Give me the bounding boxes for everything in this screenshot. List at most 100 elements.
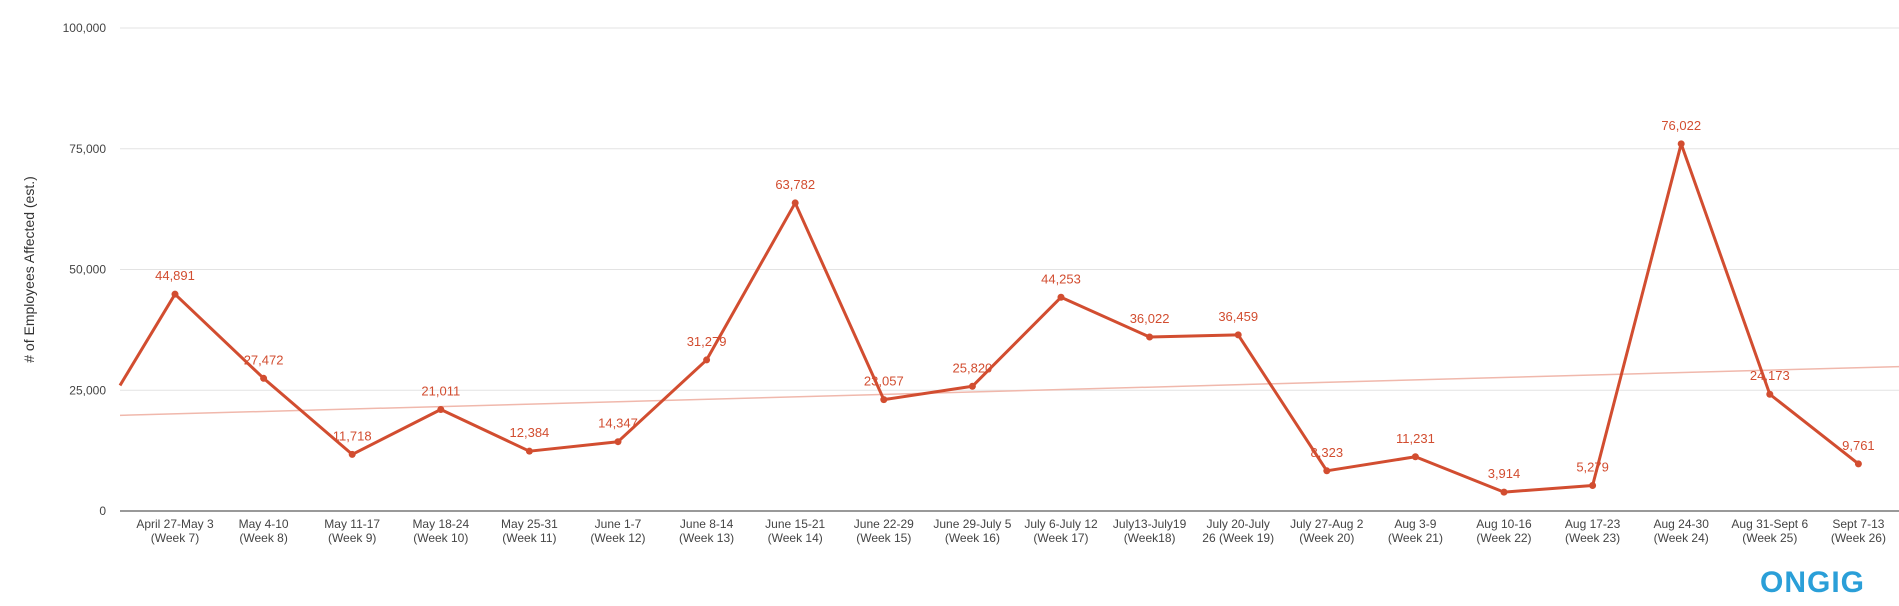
- series-line: [118, 140, 1862, 496]
- data-label: 25,820: [953, 360, 993, 375]
- trendline: [119, 365, 1899, 417]
- x-tick-label-line: (Week 21): [1388, 531, 1443, 545]
- x-tick-label-line: Aug 3-9: [1394, 517, 1436, 531]
- data-label: 24,173: [1750, 368, 1790, 383]
- x-tick-label-line: (Week 24): [1654, 531, 1709, 545]
- x-tick-label-line: (Week 9): [328, 531, 376, 545]
- data-label: 3,914: [1488, 466, 1521, 481]
- data-label: 63,782: [775, 177, 815, 192]
- x-tick-label-line: June 22-29: [854, 517, 914, 531]
- data-point: [1766, 390, 1774, 398]
- x-tick-label-line: May 18-24: [412, 517, 469, 531]
- data-label: 27,472: [244, 352, 284, 367]
- data-point: [437, 406, 445, 414]
- x-tick-label-line: (Week 11): [502, 531, 556, 545]
- data-point: [1146, 333, 1154, 341]
- x-tick-label: Aug 10-16(Week 22): [1476, 517, 1532, 545]
- x-tick-label-line: Aug 17-23: [1565, 517, 1621, 531]
- data-point: [1411, 453, 1419, 461]
- data-labels: 44,891 27,472 11,718 21,011 12,384 14,347 31,2…: [155, 118, 1875, 481]
- x-tick-label-line: 26 (Week 19): [1202, 531, 1274, 545]
- x-tick-label: May 18-24(Week 10): [412, 517, 469, 545]
- data-label: 21,011: [421, 384, 460, 399]
- x-tick-label-line: June 29-July 5: [933, 517, 1011, 531]
- x-tick-label: Aug 24-30(Week 24): [1654, 517, 1710, 545]
- x-tick-label-line: (Week 15): [856, 531, 911, 545]
- x-tick-label-line: June 8-14: [680, 517, 734, 531]
- data-label: 76,022: [1661, 118, 1701, 133]
- y-tick-label: 75,000: [69, 142, 106, 156]
- y-tick-label: 50,000: [69, 263, 106, 277]
- x-tick-label-line: (Week 13): [679, 531, 734, 545]
- data-point: [1234, 331, 1242, 339]
- x-tick-label: Aug 31-Sept 6(Week 25): [1731, 517, 1808, 545]
- x-tick-label-line: (Week 20): [1299, 531, 1354, 545]
- data-point: [791, 199, 799, 207]
- data-label: 12,384: [510, 425, 550, 440]
- x-tick-label-line: (Week 8): [239, 531, 287, 545]
- x-tick-label-line: Aug 24-30: [1654, 517, 1710, 531]
- data-point: [171, 290, 179, 298]
- data-label: 11,718: [333, 428, 372, 443]
- x-tick-label: July 27-Aug 2(Week 20): [1290, 517, 1364, 545]
- data-point: [1854, 460, 1862, 468]
- x-tick-label-line: (Week18): [1124, 531, 1176, 545]
- x-axis-ticks: April 27-May 3(Week 7)May 4-10(Week 8)Ma…: [136, 517, 1886, 545]
- data-point: [703, 356, 711, 364]
- x-tick-label-line: June 1-7: [595, 517, 642, 531]
- x-tick-label: Aug 3-9(Week 21): [1388, 517, 1443, 545]
- x-tick-label: June 15-21(Week 14): [765, 517, 825, 545]
- x-tick-label-line: (Week 17): [1033, 531, 1088, 545]
- data-point: [1589, 482, 1597, 490]
- data-label: 14,347: [598, 416, 638, 431]
- x-tick-label: May 25-31(Week 11): [501, 517, 558, 545]
- data-point: [1057, 293, 1065, 301]
- data-label: 5,279: [1576, 460, 1609, 475]
- data-label: 8,323: [1311, 445, 1344, 460]
- data-label: 23,057: [864, 374, 904, 389]
- data-point: [348, 450, 356, 458]
- data-label: 44,253: [1041, 271, 1081, 286]
- x-tick-label-line: Sept 7-13: [1832, 517, 1884, 531]
- x-tick-label-line: (Week 12): [590, 531, 645, 545]
- x-tick-label-line: July 20-July: [1207, 517, 1270, 531]
- data-label: 36,459: [1218, 309, 1258, 324]
- x-tick-label-line: (Week 16): [945, 531, 1000, 545]
- x-tick-label-line: May 4-10: [239, 517, 289, 531]
- x-tick-label: May 4-10(Week 8): [239, 517, 289, 545]
- x-tick-label-line: (Week 23): [1565, 531, 1620, 545]
- data-label: 44,891: [155, 268, 195, 283]
- x-tick-label-line: (Week 10): [413, 531, 468, 545]
- x-tick-label: July 6-July 12(Week 17): [1024, 517, 1098, 545]
- data-point: [1323, 467, 1331, 475]
- x-tick-label: June 8-14(Week 13): [679, 517, 734, 545]
- x-tick-label-line: June 15-21: [765, 517, 825, 531]
- x-tick-label: Aug 17-23(Week 23): [1565, 517, 1621, 545]
- data-point: [1500, 488, 1508, 496]
- y-tick-label: 25,000: [69, 383, 106, 397]
- x-tick-label-line: May 25-31: [501, 517, 558, 531]
- data-label: 9,761: [1842, 438, 1875, 453]
- x-tick-label-line: May 11-17: [324, 517, 380, 531]
- data-label: 36,022: [1130, 311, 1170, 326]
- data-point: [880, 396, 888, 404]
- y-tick-label: 100,000: [63, 21, 107, 35]
- x-tick-label-line: Aug 31-Sept 6: [1731, 517, 1808, 531]
- x-tick-label-line: July 27-Aug 2: [1290, 517, 1364, 531]
- x-tick-label-line: (Week 7): [151, 531, 199, 545]
- data-point: [260, 374, 268, 382]
- x-tick-label: July13-July19(Week18): [1113, 517, 1187, 545]
- x-tick-label: May 11-17(Week 9): [324, 517, 380, 545]
- data-label: 11,231: [1396, 431, 1435, 446]
- data-point: [1677, 140, 1685, 148]
- y-tick-label: 0: [99, 504, 106, 518]
- series-path: [118, 142, 1860, 494]
- x-tick-label: June 22-29(Week 15): [854, 517, 914, 545]
- x-tick-label: June 1-7(Week 12): [590, 517, 645, 545]
- x-tick-label-line: Aug 10-16: [1476, 517, 1532, 531]
- data-point: [968, 382, 976, 390]
- y-axis-label: # of Employees Affected (est.): [21, 176, 37, 363]
- data-point: [614, 438, 622, 446]
